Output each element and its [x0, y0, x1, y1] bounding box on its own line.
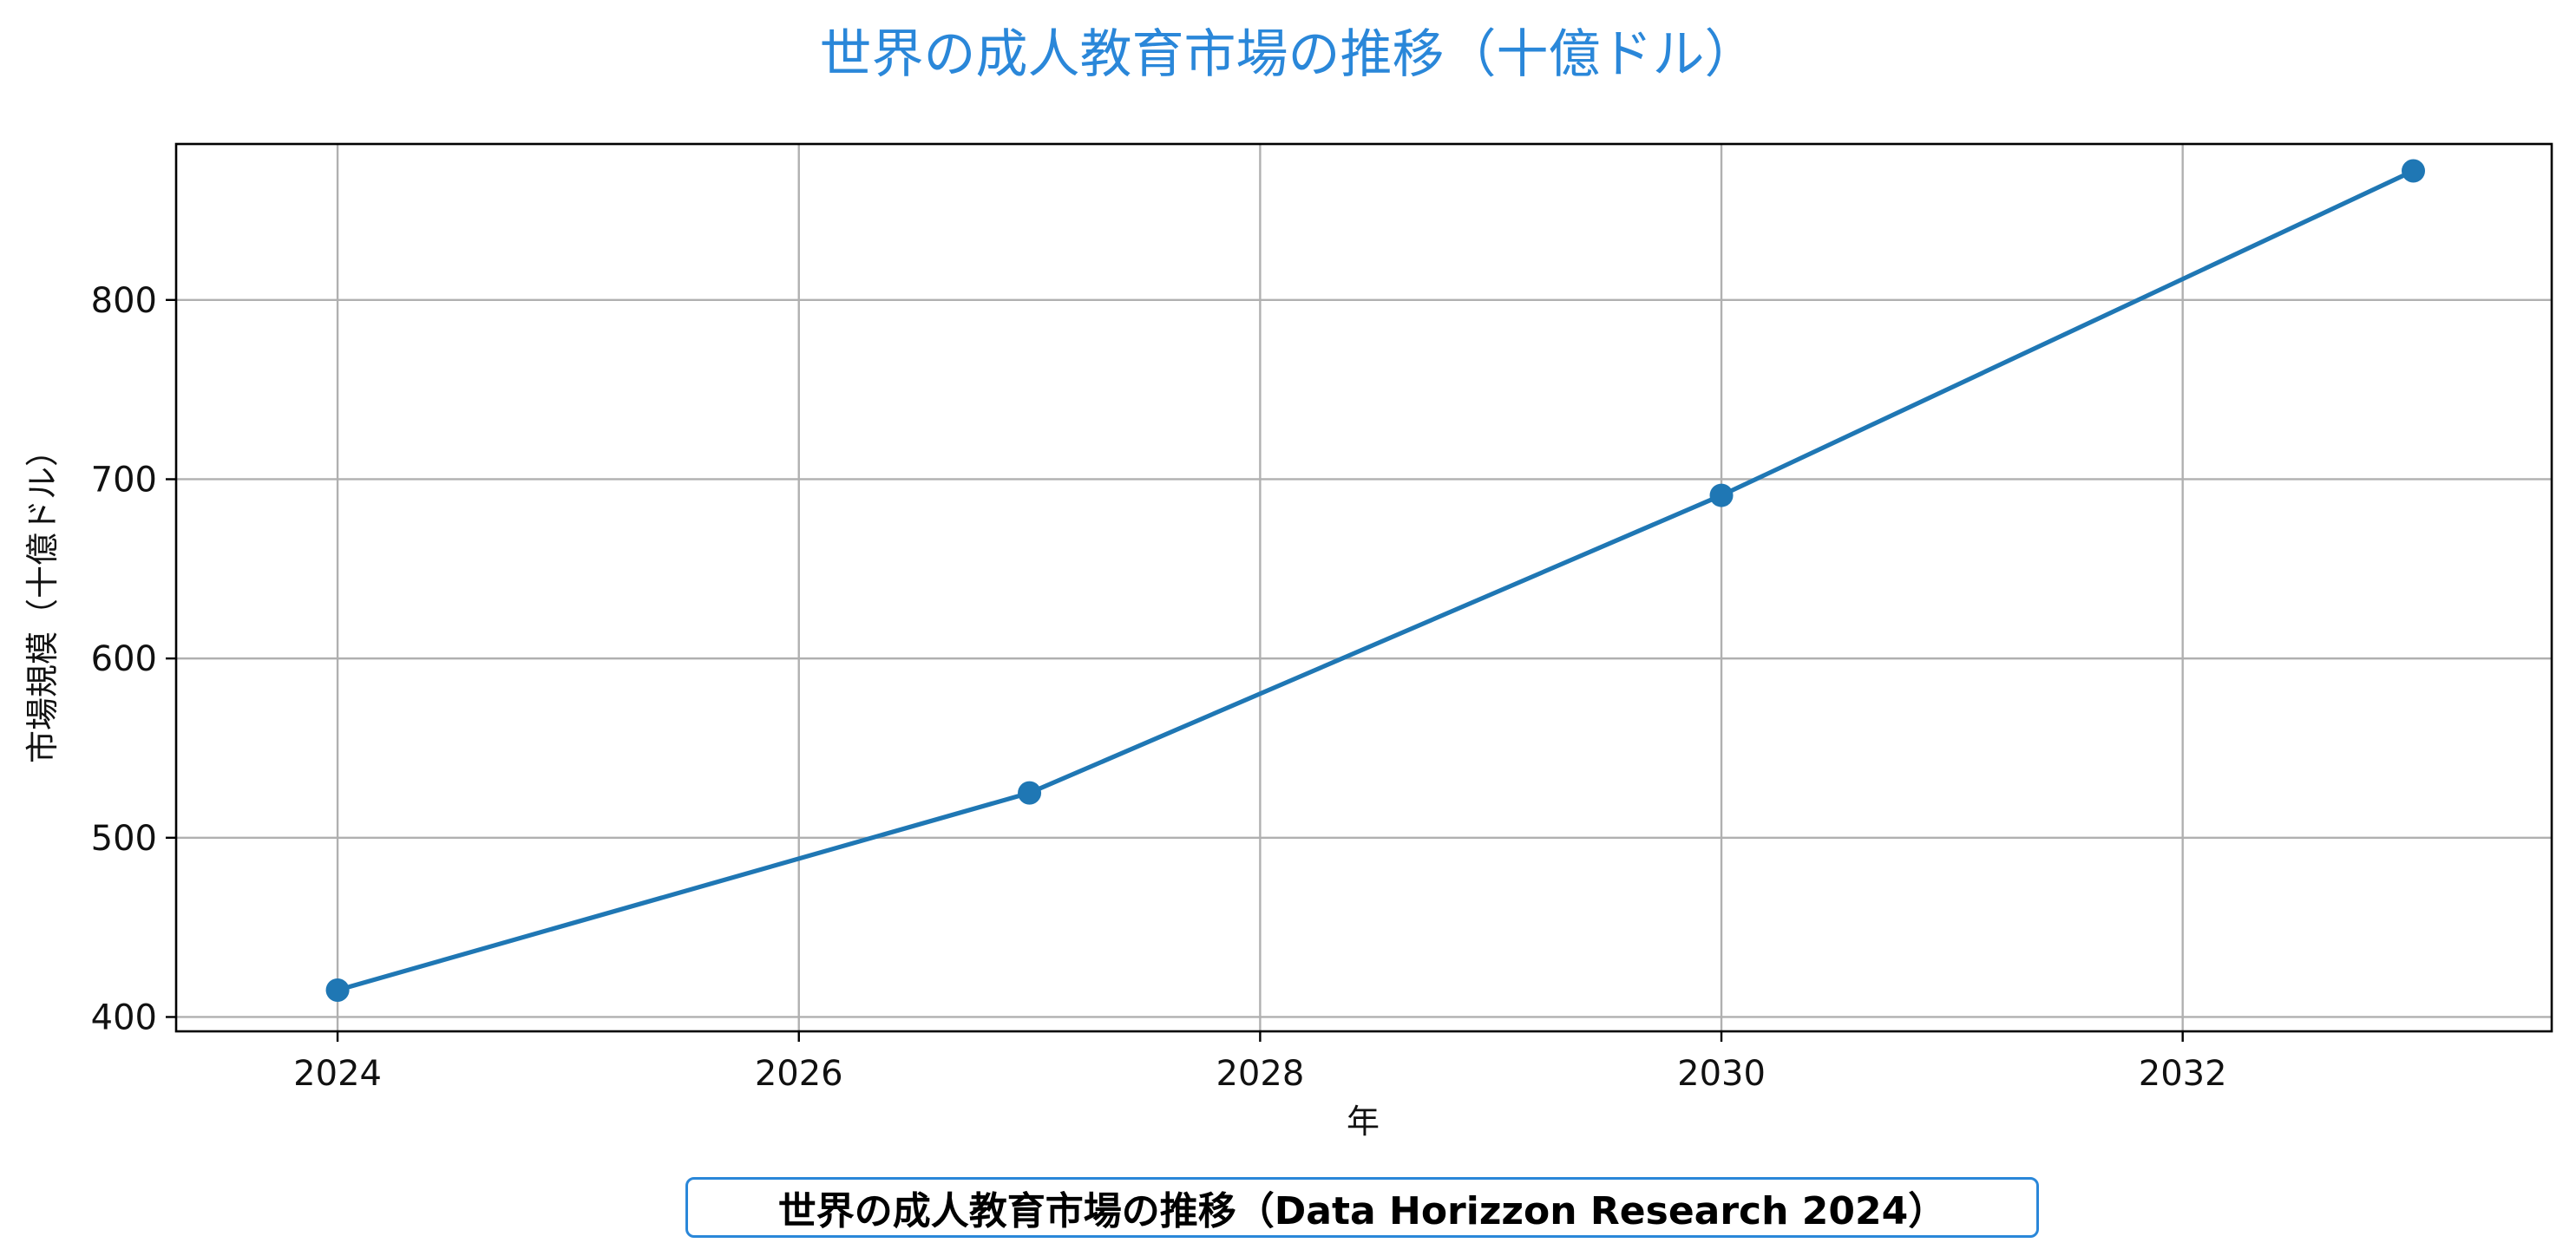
grid-lines	[176, 144, 2552, 1031]
y-tick-label-400: 400	[91, 998, 157, 1037]
x-tick-label-2032: 2032	[2139, 1054, 2227, 1094]
series-line-0	[335, 168, 2416, 993]
caption-box: 世界の成人教育市場の推移（Data Horizzon Research 2024…	[685, 1177, 2039, 1238]
y-tick-label-600: 600	[91, 639, 157, 679]
axes-frame	[174, 142, 2553, 1033]
plot-area-frame	[174, 142, 2553, 1033]
chart-title: 世界の成人教育市場の推移（十億ドル）	[819, 24, 1757, 85]
caption-text: 世界の成人教育市場の推移（Data Horizzon Research 2024…	[777, 1189, 1947, 1233]
data-point-2024	[325, 978, 350, 1002]
x-axis-label: 年	[1347, 1102, 1380, 1141]
y-tick-label-500: 500	[91, 819, 157, 859]
series-layer	[325, 159, 2426, 1002]
y-tick-label-800: 800	[91, 281, 157, 321]
tick-layer: 2024 2026 2028 2030 2032 400 500 600 700 800	[91, 281, 2227, 1094]
data-point-2033	[2402, 159, 2426, 183]
x-tick-label-2026: 2026	[755, 1054, 843, 1094]
y-axis-label: 市場規模（十億ドル）	[23, 434, 62, 763]
data-point-2030	[1709, 483, 1734, 507]
y-tick-label-700: 700	[91, 460, 157, 500]
data-point-2027	[1018, 781, 1042, 805]
x-tick-label-2028: 2028	[1216, 1054, 1304, 1094]
x-tick-label-2024: 2024	[293, 1054, 382, 1094]
x-tick-label-2030: 2030	[1677, 1054, 1766, 1094]
